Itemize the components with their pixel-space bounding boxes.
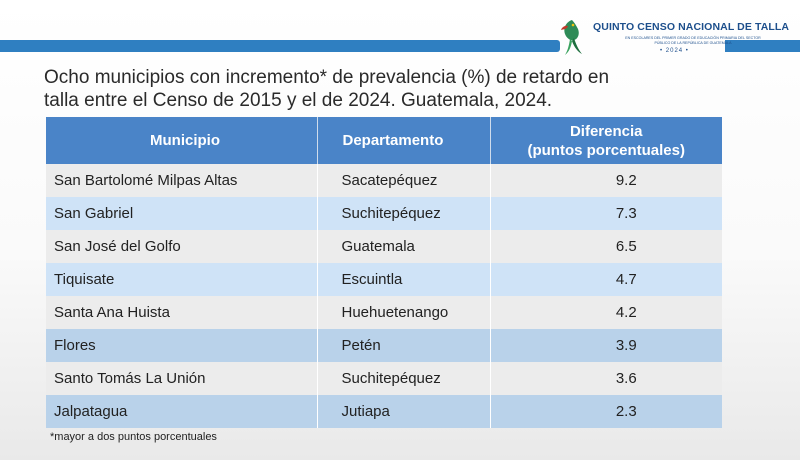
cell-diferencia: 4.2	[490, 296, 722, 329]
cell-municipio: Jalpatagua	[46, 395, 318, 428]
table-row: Flores Petén 3.9	[46, 329, 722, 362]
cell-municipio: Tiquisate	[46, 263, 318, 296]
header-departamento: Departamento	[317, 117, 491, 164]
cell-diferencia: 7.3	[490, 197, 722, 230]
cell-departamento: Petén	[317, 329, 491, 362]
table-row: Jalpatagua Jutiapa 2.3	[46, 395, 722, 428]
page-title: Ocho municipios con incremento* de preva…	[44, 67, 610, 111]
cell-departamento: Suchitepéquez	[317, 197, 491, 230]
table-row: San Bartolomé Milpas Altas Sacatepéquez …	[46, 164, 722, 197]
cell-municipio: San José del Golfo	[46, 230, 318, 263]
cell-departamento: Sacatepéquez	[317, 164, 491, 197]
municipios-table: Municipio Departamento Diferencia (punto…	[46, 117, 722, 428]
cell-diferencia: 3.9	[490, 329, 722, 362]
cell-municipio: Santo Tomás La Unión	[46, 362, 318, 395]
header-diferencia: Diferencia (puntos porcentuales)	[490, 117, 722, 164]
cell-municipio: Santa Ana Huista	[46, 296, 318, 329]
header-municipio: Municipio	[46, 117, 318, 164]
table-row: San Gabriel Suchitepéquez 7.3	[46, 197, 722, 230]
table-row: San José del Golfo Guatemala 6.5	[46, 230, 722, 263]
footnote: *mayor a dos puntos porcentuales	[50, 431, 217, 443]
cell-departamento: Jutiapa	[317, 395, 491, 428]
cell-departamento: Huehuetenango	[317, 296, 491, 329]
cell-diferencia: 9.2	[490, 164, 722, 197]
logo-title: QUINTO CENSO NACIONAL DE TALLA	[593, 21, 790, 33]
cell-departamento: Suchitepéquez	[317, 362, 491, 395]
cell-diferencia: 2.3	[490, 395, 722, 428]
table-row: Santa Ana Huista Huehuetenango 4.2	[46, 296, 722, 329]
table-row: Tiquisate Escuintla 4.7	[46, 263, 722, 296]
table-row: Santo Tomás La Unión Suchitepéquez 3.6	[46, 362, 722, 395]
cell-diferencia: 4.7	[490, 263, 722, 296]
logo-year: • 2024 •	[660, 48, 689, 54]
cell-municipio: San Gabriel	[46, 197, 318, 230]
cell-municipio: Flores	[46, 329, 318, 362]
logo-subtitle: EN ESCOLARES DEL PRIMER GRADO DE EDUCACI…	[625, 36, 761, 45]
cell-municipio: San Bartolomé Milpas Altas	[46, 164, 318, 197]
table-header-row: Municipio Departamento Diferencia (punto…	[46, 117, 722, 164]
cell-departamento: Escuintla	[317, 263, 491, 296]
header-diferencia-line1: Diferencia	[569, 122, 643, 140]
top-accent-bar	[0, 40, 560, 52]
cell-diferencia: 3.6	[490, 362, 722, 395]
cell-departamento: Guatemala	[317, 230, 491, 263]
header-diferencia-line2: (puntos porcentuales)	[527, 141, 685, 159]
quetzal-logo-icon	[561, 20, 582, 55]
top-accent-bar-right	[725, 40, 800, 52]
cell-diferencia: 6.5	[490, 230, 722, 263]
